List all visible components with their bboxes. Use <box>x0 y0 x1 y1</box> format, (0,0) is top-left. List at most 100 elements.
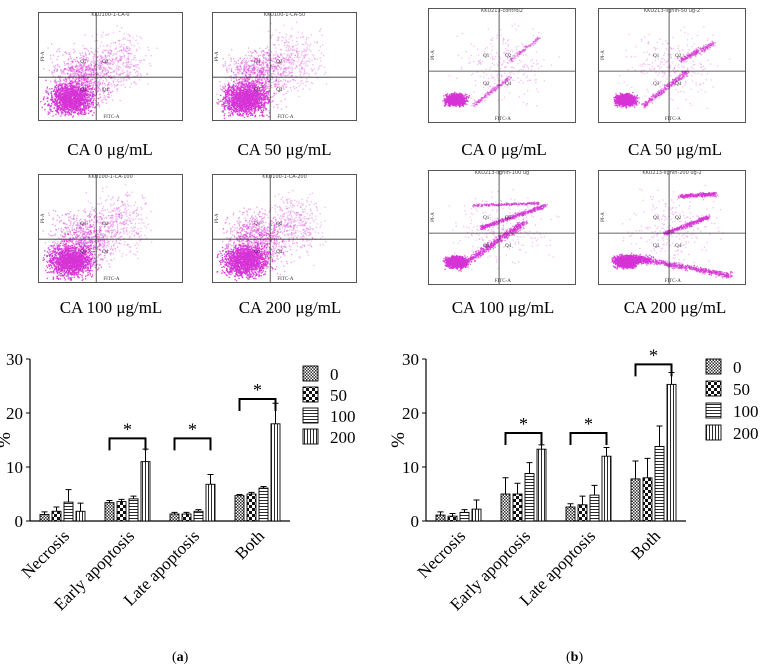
flow-scatter: Q1 Q2 Q3 Q4 FITC-A PI-A <box>213 175 356 282</box>
bar <box>512 493 523 522</box>
quadrant-label: Q4 <box>505 82 512 87</box>
quadrant-label: Q1 <box>653 216 660 221</box>
bar <box>128 498 139 522</box>
legend-label: 100 <box>733 402 759 421</box>
error-bar <box>502 477 509 494</box>
bar <box>577 504 588 522</box>
error-bar <box>207 474 214 485</box>
error-bar <box>195 509 202 512</box>
significance-bracket <box>173 437 212 451</box>
bar <box>642 477 653 522</box>
error-bar <box>77 502 84 512</box>
bar <box>435 514 446 522</box>
significance-bracket <box>238 397 277 411</box>
flow-y-axis-label: PI-A <box>601 212 606 222</box>
flow-plot-title: KKU213-lignin-100 ug <box>429 170 575 176</box>
quadrant-label: Q4 <box>675 82 682 87</box>
flow-y-axis-label: PI-A <box>431 50 436 60</box>
bar <box>258 487 269 522</box>
quadrant-label: Q2 <box>505 54 512 59</box>
quadrant-label: Q3 <box>80 88 87 93</box>
flow-scatter: Q1 Q2 Q3 Q4 FITC-A PI-A <box>39 13 182 120</box>
y-tick-label: 30 <box>6 350 23 369</box>
error-bar <box>656 425 663 447</box>
error-bar <box>526 462 533 474</box>
flow-plot-a-ca200: Q1 Q2 Q3 Q4 FITC-A PI-A KKU100-1-CA-200 <box>212 174 357 283</box>
legend-swatch <box>302 428 319 445</box>
quadrant-label: Q3 <box>483 244 490 249</box>
y-tick-label: 10 <box>6 458 23 477</box>
significance-star: * <box>253 380 262 400</box>
quadrant-label: Q4 <box>276 88 283 93</box>
legend-swatch <box>302 407 319 424</box>
quadrant-label: Q3 <box>653 244 660 249</box>
x-tick-label: Necrosis <box>414 526 469 581</box>
bar <box>39 514 50 522</box>
legend-swatch <box>302 386 319 403</box>
bar <box>181 513 192 522</box>
flow-caption: CA 100 μg/mL <box>26 298 196 318</box>
flow-x-axis-label: FITC-A <box>495 117 512 122</box>
quadrant-label: Q1 <box>483 216 490 221</box>
bar <box>447 515 458 522</box>
y-tick-label: 20 <box>402 404 419 423</box>
significance-bracket <box>108 437 147 451</box>
error-bar <box>603 447 610 457</box>
flow-caption: CA 50 μg/mL <box>202 140 367 160</box>
flow-y-axis-label: PI-A <box>601 50 606 60</box>
quadrant-label: Q2 <box>102 222 109 227</box>
flow-plot-title: KKU100-1-CA-200 <box>213 174 356 180</box>
quadrant-label: Q1 <box>254 60 261 65</box>
legend-swatch <box>302 365 319 382</box>
error-bar <box>41 511 48 515</box>
quadrant-label: Q2 <box>675 216 682 221</box>
significance-star: * <box>188 419 197 439</box>
error-bar <box>514 482 521 494</box>
error-bar <box>130 495 137 499</box>
flow-scatter: Q1 Q2 Q3 Q4 FITC-A PI-A <box>429 9 575 122</box>
error-bar <box>183 511 190 514</box>
flow-plot-title: KKU213-lignin-50 ug-2 <box>599 8 745 14</box>
quadrant-label: Q4 <box>102 250 109 255</box>
bar <box>536 448 547 522</box>
flow-x-axis-label: FITC-A <box>103 277 120 282</box>
error-bar <box>53 506 60 512</box>
y-tick-label: 30 <box>402 350 419 369</box>
legend-label: 0 <box>330 365 339 384</box>
error-bar <box>579 495 586 505</box>
flow-plot-b-ca0: Q1 Q2 Q3 Q4 FITC-A PI-A KKU213-control2 <box>428 8 576 123</box>
flow-plot-a-ca100: Q1 Q2 Q3 Q4 FITC-A PI-A KKU100-1-CA-100 <box>38 174 183 283</box>
flow-plot-title: KKU100-1-CA-50 <box>213 12 356 18</box>
bar <box>140 461 151 522</box>
bar <box>51 510 62 522</box>
flow-x-axis-label: FITC-A <box>103 115 120 120</box>
quadrant-label: Q3 <box>80 250 87 255</box>
bar <box>601 455 612 522</box>
quadrant-label: Q4 <box>276 250 283 255</box>
panel-label-a: (a) <box>172 650 188 666</box>
quadrant-label: Q3 <box>653 82 660 87</box>
flow-caption: CA 50 μg/mL <box>595 140 755 160</box>
y-tick-label: 10 <box>402 458 419 477</box>
bar <box>234 495 245 522</box>
quadrant-label: Q2 <box>276 60 283 65</box>
flow-caption: CA 100 μg/mL <box>418 298 588 318</box>
error-bar <box>142 448 149 462</box>
quadrant-label: Q1 <box>653 54 660 59</box>
bar <box>270 423 281 522</box>
error-bar <box>449 512 456 517</box>
error-bar <box>106 499 113 503</box>
legend-label: 200 <box>330 428 356 447</box>
quadrant-label: Q1 <box>254 222 261 227</box>
y-axis-label: % <box>388 432 409 448</box>
bar <box>589 494 600 522</box>
x-tick-label: Necrosis <box>18 526 73 581</box>
bar <box>104 502 115 522</box>
error-bar <box>171 511 178 514</box>
legend-label: 200 <box>733 424 759 443</box>
flow-scatter: Q1 Q2 Q3 Q4 FITC-A PI-A <box>213 13 356 120</box>
error-bar <box>538 444 545 450</box>
quadrant-label: Q3 <box>254 88 261 93</box>
